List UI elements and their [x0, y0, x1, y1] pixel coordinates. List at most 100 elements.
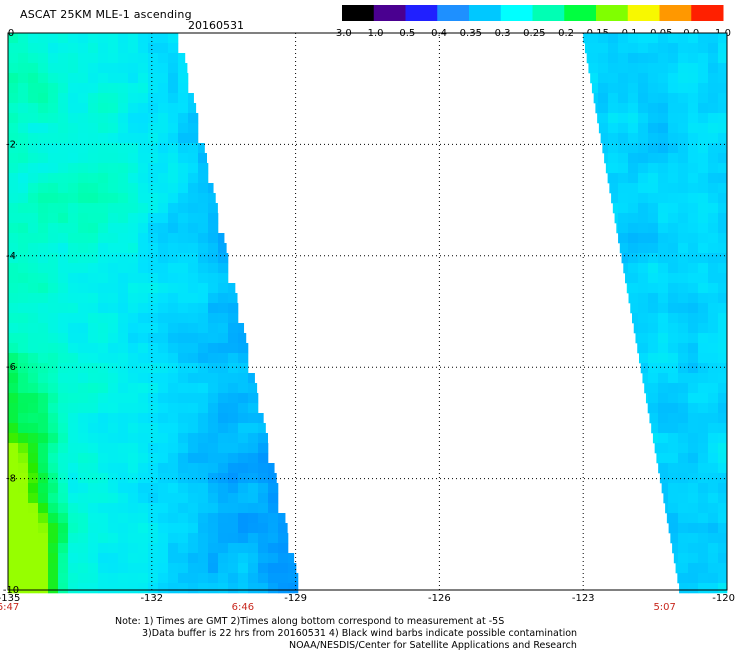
swath-cell — [648, 293, 659, 304]
swath-cell — [648, 43, 659, 54]
swath-cell — [148, 253, 159, 264]
swath-cell — [48, 473, 59, 484]
swath-cell — [678, 93, 689, 104]
swath-cell — [608, 143, 619, 154]
swath-cell — [718, 433, 728, 444]
swath-cell — [708, 73, 719, 84]
swath-cell — [8, 293, 19, 304]
swath-cell — [148, 343, 159, 354]
swath-cell — [258, 453, 269, 464]
swath-cell — [678, 243, 689, 254]
swath-cell — [108, 153, 119, 164]
swath-cell — [158, 43, 169, 54]
swath-cell — [148, 133, 159, 144]
swath-cell — [138, 403, 149, 414]
swath-cell — [118, 493, 129, 504]
swath-cell — [658, 113, 669, 124]
swath-cell — [658, 193, 669, 204]
swath-cell — [178, 333, 189, 344]
swath-cell — [618, 223, 629, 234]
swath-cell — [208, 463, 219, 474]
swath-cell — [158, 83, 169, 94]
swath-cell — [128, 493, 139, 504]
swath-cell — [88, 403, 99, 414]
swath-cell — [118, 273, 129, 284]
swath-cell — [138, 243, 149, 254]
swath-cell — [658, 83, 669, 94]
y-tick-label: -6 — [6, 362, 16, 373]
swath-cell — [688, 103, 699, 114]
swath-cell — [158, 503, 169, 514]
swath-cell — [678, 123, 689, 134]
swath-cell — [88, 233, 99, 244]
swath-cell — [648, 163, 659, 174]
swath-cell — [148, 463, 159, 474]
swath-cell — [678, 333, 689, 344]
swath-cell — [168, 93, 179, 104]
swath-cell — [78, 353, 89, 364]
swath-cell — [58, 313, 69, 324]
swath-cell — [148, 403, 159, 414]
swath-cell — [258, 583, 269, 594]
swath-cell — [168, 273, 179, 284]
swath-cell — [188, 353, 199, 364]
swath-cell — [38, 93, 49, 104]
swath-cell — [148, 393, 159, 404]
swath-cell — [648, 153, 659, 164]
swath-cell — [178, 223, 189, 234]
swath-cell — [198, 323, 209, 334]
swath-cell — [698, 103, 709, 114]
swath-east — [583, 33, 728, 594]
swath-cell — [688, 83, 699, 94]
swath-cell — [28, 253, 39, 264]
swath-cell — [648, 373, 659, 384]
swath-cell — [18, 133, 29, 144]
swath-cell — [708, 343, 719, 354]
swath-cell — [708, 473, 719, 484]
swath-cell — [58, 153, 69, 164]
swath-cell — [78, 463, 89, 474]
swath-cell — [38, 83, 49, 94]
swath-cell — [188, 243, 199, 254]
swath-cell — [708, 383, 719, 394]
swath-cell — [68, 223, 79, 234]
swath-cell — [68, 93, 79, 104]
swath-cell — [38, 383, 49, 394]
swath-cell — [98, 543, 109, 554]
swath-cell — [138, 53, 149, 64]
swath-cell — [128, 373, 139, 384]
swath-cell — [18, 373, 29, 384]
swath-cell — [128, 253, 139, 264]
swath-cell — [708, 163, 719, 174]
swath-cell — [698, 193, 709, 204]
swath-cell — [58, 33, 69, 44]
map-title: ASCAT 25KM MLE-1 ascending — [20, 8, 192, 21]
swath-cell — [278, 533, 289, 544]
swath-cell — [38, 513, 49, 524]
swath-cell — [148, 113, 159, 124]
swath-cell — [658, 203, 669, 214]
swath-cell — [628, 93, 639, 104]
swath-cell — [8, 433, 19, 444]
swath-cell — [678, 173, 689, 184]
swath-cell — [188, 463, 199, 474]
swath-cell — [248, 583, 259, 594]
swath-cell — [708, 483, 719, 494]
swath-cell — [48, 503, 59, 514]
swath-cell — [98, 283, 109, 294]
swath-cell — [638, 103, 649, 114]
swath-cell — [668, 243, 679, 254]
y-tick-label: -10 — [3, 585, 19, 596]
swath-cell — [88, 143, 99, 154]
swath-cell — [138, 33, 149, 44]
swath-cell — [48, 223, 59, 234]
swath-cell — [118, 123, 129, 134]
swath-cell — [68, 373, 79, 384]
swath-cell — [168, 333, 179, 344]
swath-cell — [138, 323, 149, 334]
swath-cell — [618, 163, 629, 174]
swath-cell — [158, 163, 169, 174]
swath-cell — [638, 153, 649, 164]
swath-cell — [18, 573, 29, 584]
swath-cell — [228, 343, 239, 354]
